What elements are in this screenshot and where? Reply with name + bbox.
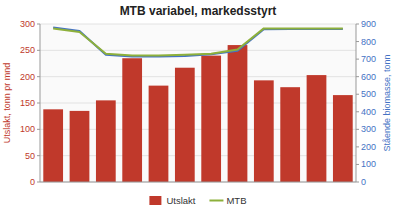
y2-tick-label: 200 (361, 142, 376, 152)
legend: Utslakt MTB (149, 195, 246, 206)
line (53, 28, 343, 55)
legend-item: MTB (209, 195, 246, 206)
bar (70, 111, 90, 182)
y2-tick-label: 600 (361, 72, 376, 82)
chart-container: 0 50 100 150 200 250 300 0 100 200 300 400 500 600 700… (0, 0, 396, 212)
y2-tick-label: 400 (361, 107, 376, 117)
title: MTB variabel, markedsstyrt (120, 4, 277, 18)
y2-tick-label: 100 (361, 159, 376, 169)
legend-label: Utslakt (166, 195, 195, 206)
grid-line (40, 24, 356, 25)
y2-tick-label: 800 (361, 37, 376, 47)
legend-item: Utslakt (149, 195, 195, 206)
y2-tick-label: 300 (361, 124, 376, 134)
bar (43, 109, 63, 182)
grid-line (40, 50, 356, 51)
y-tick-label: 300 (20, 19, 35, 29)
bar (149, 86, 169, 182)
data-group (43, 28, 352, 182)
legend-swatch (209, 200, 223, 202)
bar (228, 45, 248, 182)
y-tick-label: 150 (20, 98, 35, 108)
bar (333, 95, 353, 182)
legend-label: MTB (226, 195, 246, 206)
bar (96, 100, 116, 182)
y2-axis-line (356, 24, 357, 182)
y2-tick-label: 500 (361, 89, 376, 99)
bar (122, 58, 142, 182)
y-tick-label: 0 (30, 177, 35, 187)
x-axis-line (40, 182, 356, 183)
y-tick-label: 50 (25, 151, 35, 161)
plot-background (40, 24, 356, 182)
legend-swatch (149, 196, 161, 205)
line (53, 28, 343, 57)
y-tick-label: 200 (20, 72, 35, 82)
bar (280, 87, 300, 182)
bar (175, 68, 195, 182)
chart-svg: 0 50 100 150 200 250 300 0 100 200 300 400 500 600 700… (0, 0, 396, 212)
y-tick-label: 100 (20, 124, 35, 134)
y2-axis-label: Stående biomasse, tonn (382, 54, 392, 151)
y-tick-label: 250 (20, 45, 35, 55)
y2-tick-label: 0 (361, 177, 366, 187)
y2-tick-label: 700 (361, 54, 376, 64)
grid (40, 24, 356, 182)
grid-line (40, 182, 356, 183)
y2-tick-label: 900 (361, 19, 376, 29)
y-axis-label: Utslakt, tonn pr mnd (2, 63, 12, 144)
bar (201, 56, 221, 182)
y-axis-line (40, 24, 41, 182)
bar (307, 75, 327, 182)
bar (254, 80, 274, 182)
